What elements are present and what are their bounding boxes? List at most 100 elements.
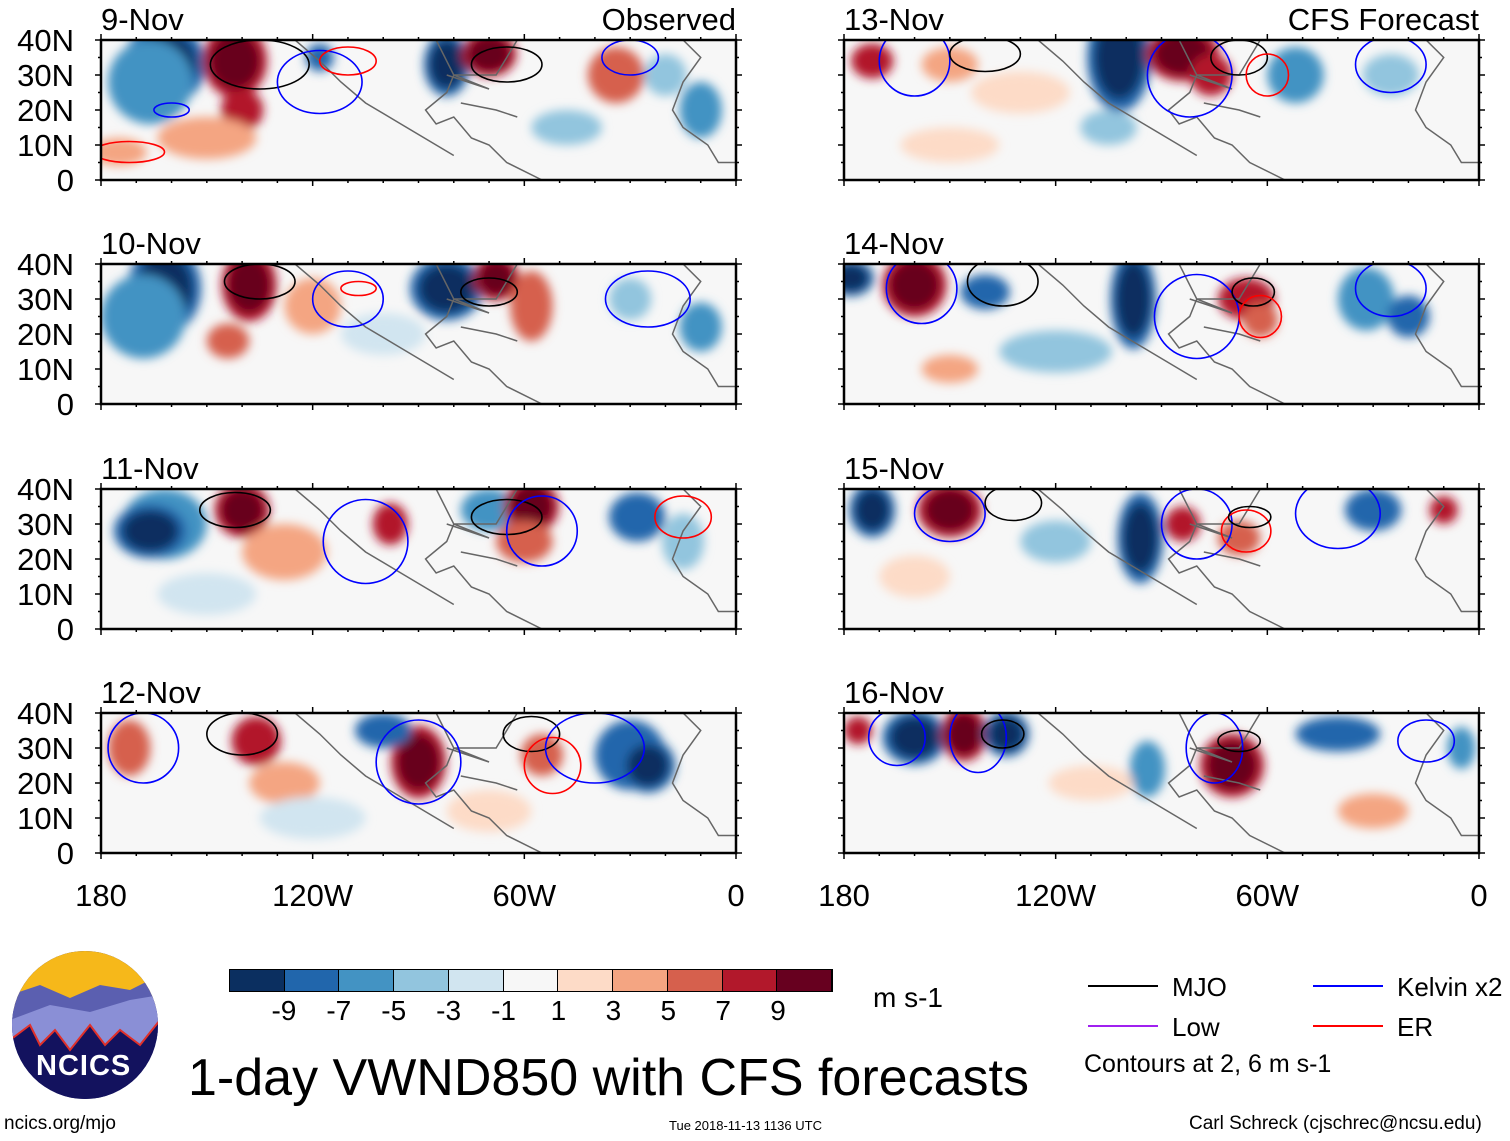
anomaly-region — [418, 264, 475, 313]
footer-url[interactable]: ncics.org/mjo — [4, 1113, 116, 1134]
wave-contour — [966, 264, 1039, 307]
colorbar-swatch — [284, 970, 340, 991]
panel-date-title: 9-Nov — [101, 2, 184, 37]
coastline — [294, 489, 736, 629]
anomaly-region — [242, 524, 327, 580]
anomaly-region — [220, 489, 264, 531]
anomaly-region — [510, 271, 553, 341]
colorbar-tick-label: 9 — [770, 995, 786, 1026]
panel-date-title: 14-Nov — [844, 226, 944, 261]
anomaly-region — [679, 302, 722, 352]
wave-contour — [505, 495, 579, 567]
anomaly-region — [259, 797, 366, 839]
anomaly-region — [679, 82, 722, 138]
anomaly-region — [1122, 503, 1158, 573]
lat-tick-label: 0 — [56, 612, 74, 647]
lat-tick-label: 30N — [17, 58, 74, 93]
anomaly-region — [1020, 520, 1091, 563]
anomaly-region — [228, 264, 271, 313]
anomaly-region — [249, 762, 320, 804]
anomaly-region — [851, 43, 894, 79]
legend-label: Low — [1172, 1012, 1220, 1042]
wave-contour — [311, 270, 385, 328]
anomaly-region — [1362, 54, 1420, 96]
anomaly-region — [496, 520, 553, 563]
lon-tick-label: 180 — [818, 878, 870, 913]
colorbar-tick-label: -9 — [271, 995, 297, 1026]
wave-contour — [1185, 713, 1244, 784]
lon-tick-label: 0 — [1470, 878, 1488, 913]
anomaly-region — [946, 713, 982, 755]
wave-contour — [1210, 40, 1269, 76]
lon-tick-label: 60W — [1235, 878, 1300, 913]
wave-contour — [984, 489, 1043, 522]
colorbar-swatch — [667, 970, 723, 991]
lat-tick-label: 20N — [17, 317, 74, 352]
lat-tick-label: 40N — [17, 247, 74, 282]
anomaly-region — [446, 790, 532, 832]
anomaly-region — [478, 264, 514, 296]
wave-contour — [1354, 264, 1427, 318]
map-panel — [838, 483, 1485, 635]
wave-contour — [1160, 489, 1233, 560]
wave-contour — [1217, 729, 1262, 753]
anomaly-region — [108, 720, 151, 776]
wave-contour — [209, 40, 310, 90]
anomaly-region — [854, 489, 890, 531]
legend-line-low — [1088, 1025, 1158, 1027]
wave-contour — [544, 713, 646, 784]
lon-tick-label: 180 — [75, 878, 127, 913]
anomaly-region — [1337, 793, 1409, 829]
anomaly-region — [1207, 741, 1257, 790]
map-panel — [95, 483, 742, 635]
anomaly-region — [925, 489, 975, 531]
anomaly-region — [609, 492, 666, 542]
anomaly-region — [889, 716, 940, 759]
coastline — [294, 713, 736, 853]
anomaly-region — [889, 264, 940, 310]
lat-tick-label: 10N — [17, 352, 74, 387]
colorbar — [229, 969, 833, 992]
logo-text: NCICS — [36, 1050, 132, 1082]
anomaly-region — [1344, 489, 1402, 531]
anomaly-region — [1165, 506, 1201, 542]
wave-contour — [276, 49, 363, 115]
anomaly-region — [355, 713, 412, 748]
wave-contour — [223, 264, 296, 300]
colorbar-tick-label: 1 — [550, 995, 567, 1026]
anomaly-region — [101, 274, 186, 359]
lat-tick-label: 30N — [17, 507, 74, 542]
anomaly-region — [900, 127, 1000, 163]
lon-tick-label: 120W — [1015, 878, 1097, 913]
panel-date-title: 11-Nov — [101, 451, 199, 486]
map-panel — [838, 258, 1485, 410]
wave-contour — [1245, 53, 1290, 97]
anomaly-region — [1115, 264, 1151, 338]
anomaly-region — [429, 40, 465, 89]
legend-label: ER — [1397, 1012, 1434, 1042]
lon-tick-label: 120W — [272, 878, 354, 913]
anomaly-region — [844, 716, 873, 745]
anomaly-region — [1242, 302, 1278, 338]
anomaly-region — [157, 573, 257, 615]
column-title: CFS Forecast — [1287, 2, 1479, 37]
lon-tick-label: 60W — [492, 878, 557, 913]
lon-tick-label: 0 — [727, 878, 745, 913]
anomaly-region — [1048, 765, 1134, 801]
anomaly-region — [1295, 716, 1381, 752]
lat-tick-label: 20N — [17, 542, 74, 577]
panel-date-title: 10-Nov — [101, 226, 201, 261]
wave-contour — [604, 270, 691, 328]
anomaly-region — [644, 54, 687, 96]
wave-contour — [502, 715, 561, 753]
wave-contour — [601, 40, 660, 76]
colorbar-swatch — [558, 970, 614, 991]
anomaly-region — [1447, 727, 1476, 769]
coastline — [294, 264, 736, 404]
colorbar-swatch — [722, 970, 778, 991]
contour-note: Contours at 2, 6 m s-1 — [1084, 1050, 1332, 1078]
wave-contour — [153, 102, 190, 118]
lat-tick-label: 20N — [17, 93, 74, 128]
anomaly-region — [101, 138, 147, 166]
panel-date-title: 13-Nov — [844, 2, 944, 37]
